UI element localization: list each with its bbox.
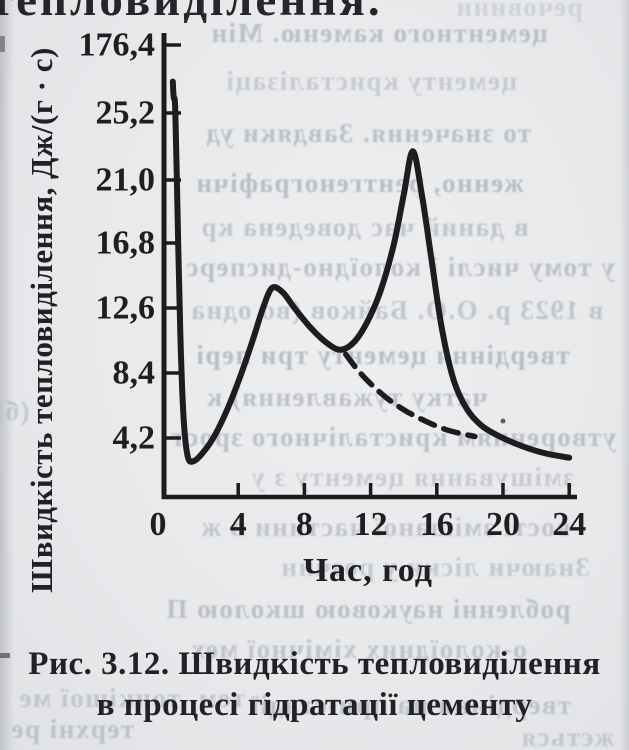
y-tick-label: 25,2 (96, 95, 156, 132)
y-tick-label: 8,4 (113, 355, 156, 392)
y-tick-label: 16,8 (96, 225, 156, 262)
y-axis-title: Швидкість тепловиділення, Дж/(г · с) (24, 47, 59, 593)
x-tick-label: 24 (552, 506, 586, 543)
x-tick-label: 0 (150, 506, 167, 543)
x-axis-title: Час, год (303, 552, 433, 589)
x-tick-label: 16 (420, 506, 454, 543)
x-tick-label: 12 (354, 506, 388, 543)
caption-line-1: Рис. 3.12. Швидкість тепловиділення (28, 646, 601, 682)
figure-caption: Рис. 3.12. Швидкість тепловиділення в пр… (0, 644, 629, 726)
cropped-header-text: тепловиділення. (0, 0, 383, 26)
x-tick-label: 8 (296, 506, 313, 543)
x-tick-label: 20 (486, 506, 520, 543)
y-tick-label: 4,2 (113, 420, 156, 457)
y-tick-label: 176,4 (79, 27, 156, 64)
scan-artifact-dash (0, 653, 10, 658)
scan-artifact-edge-mark (0, 36, 5, 52)
solid-curve (169, 78, 573, 465)
scan-speck (500, 418, 506, 424)
y-tick-label: 21,0 (96, 162, 156, 199)
dashed-curve (343, 351, 478, 440)
y-tick-label: 12,6 (96, 290, 156, 327)
caption-line-2: в процесі гідратації цементу (96, 687, 533, 723)
x-tick-label: 4 (230, 506, 247, 543)
